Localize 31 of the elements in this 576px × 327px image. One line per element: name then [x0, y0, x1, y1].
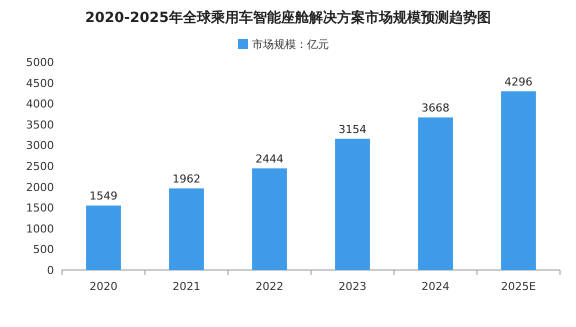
y-tick-label: 4500 — [26, 76, 54, 90]
x-tick-label: 2025E — [501, 280, 536, 293]
data-label: 3668 — [422, 101, 450, 114]
x-tick-label: 2020 — [90, 280, 118, 293]
y-tick-label: 5000 — [26, 56, 54, 69]
y-tick-label: 0 — [47, 264, 54, 277]
data-label: 1549 — [90, 190, 118, 203]
y-tick-label: 3000 — [26, 139, 54, 152]
y-tick-label: 3500 — [26, 118, 54, 132]
x-tick-label: 2024 — [422, 280, 450, 293]
bar — [335, 138, 370, 270]
chart-title: 2020-2025年全球乘用车智能座舱解决方案市场规模预测趋势图 — [85, 9, 491, 26]
y-tick-label: 1000 — [26, 222, 54, 236]
data-label: 3154 — [338, 122, 366, 136]
x-tick-label: 2021 — [172, 280, 200, 293]
y-tick-label: 2500 — [26, 160, 54, 173]
data-label: 4296 — [504, 75, 532, 88]
legend-label: 市场规模：亿元 — [252, 38, 329, 51]
bar — [86, 206, 121, 270]
data-label: 1962 — [172, 172, 200, 186]
x-tick-label: 2023 — [338, 280, 366, 293]
bar — [169, 188, 204, 270]
y-tick-label: 1500 — [26, 202, 54, 215]
y-tick-label: 4000 — [26, 98, 54, 111]
data-label: 2444 — [256, 152, 284, 166]
bar — [418, 117, 453, 270]
x-tick-label: 2022 — [256, 280, 284, 293]
y-tick-label: 2000 — [26, 180, 54, 194]
y-tick-label: 500 — [33, 243, 54, 256]
bar — [501, 91, 536, 270]
bar — [252, 168, 287, 270]
